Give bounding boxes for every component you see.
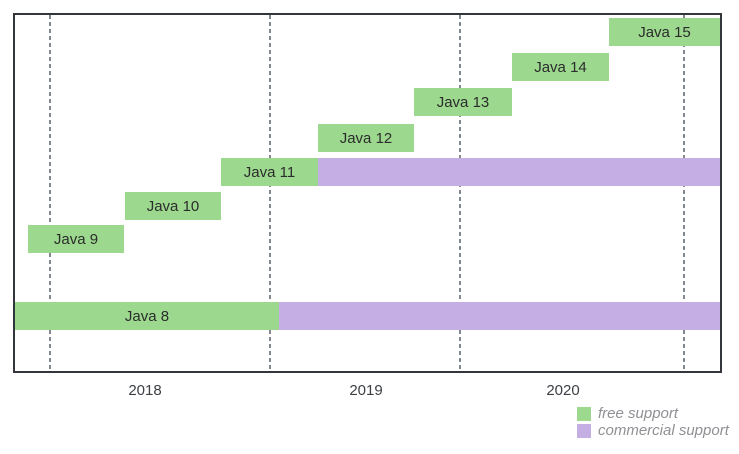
bar-label: Java 15: [638, 23, 691, 41]
bar-label: Java 8: [124, 307, 170, 325]
x-tick-label-2018: 2018: [128, 382, 162, 399]
free-support-bar-java-9: Java 9: [28, 225, 124, 253]
bar-label: Java 9: [53, 230, 99, 248]
legend-row-commercial: commercial support: [577, 422, 729, 439]
commercial-support-bar-java-8: [279, 302, 720, 330]
bar-label: Java 14: [534, 58, 587, 76]
commercial-support-bar-java-11: [318, 158, 720, 186]
bar-label: Java 10: [146, 197, 200, 215]
free-support-bar-java-14: Java 14: [512, 53, 609, 81]
legend-label: free support: [598, 405, 679, 422]
free-support-bar-java-8: Java 8: [15, 302, 279, 330]
legend-label: commercial support: [598, 422, 729, 439]
year-gridline-0: [49, 15, 51, 371]
bar-label: Java 13: [436, 93, 490, 111]
free-support-bar-java-11: Java 11: [221, 158, 318, 186]
year-gridline-3: [683, 15, 685, 371]
free-support-bar-java-15: Java 15: [609, 18, 720, 46]
x-tick-label-2020: 2020: [546, 382, 580, 399]
x-tick-label-2019: 2019: [349, 382, 383, 399]
free-support-bar-java-10: Java 10: [125, 192, 221, 220]
bar-label: Java 11: [243, 163, 296, 181]
commercial-swatch-icon: [577, 423, 591, 438]
year-gridline-1: [269, 15, 271, 371]
free-support-bar-java-13: Java 13: [414, 88, 512, 116]
free-swatch-icon: [577, 406, 591, 421]
legend-row-free: free support: [577, 405, 678, 422]
plot-frame: [13, 13, 722, 373]
year-gridline-2: [459, 15, 461, 371]
free-support-bar-java-12: Java 12: [318, 124, 414, 152]
bar-label: Java 12: [339, 129, 393, 147]
